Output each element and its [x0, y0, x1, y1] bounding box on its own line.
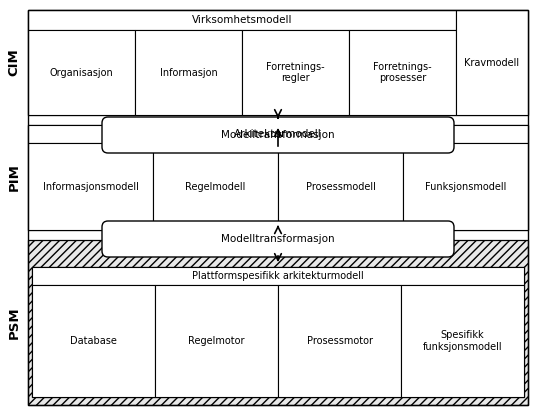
Text: Prosessmotor: Prosessmotor: [306, 336, 373, 346]
Bar: [278, 143, 403, 230]
Bar: [28, 10, 528, 115]
Text: CIM: CIM: [8, 49, 20, 76]
Bar: [278, 285, 401, 397]
Text: Arkitekturmodell: Arkitekturmodell: [234, 129, 322, 139]
Text: Prosessmodell: Prosessmodell: [306, 181, 375, 191]
Text: Organisasjon: Organisasjon: [50, 68, 113, 78]
Bar: [28, 240, 528, 405]
FancyBboxPatch shape: [102, 221, 454, 257]
Bar: [32, 267, 524, 285]
Text: Forretnings-
regler: Forretnings- regler: [266, 62, 325, 83]
Text: Modelltransformasjon: Modelltransformasjon: [221, 234, 335, 244]
Text: PSM: PSM: [8, 306, 20, 339]
Bar: [153, 143, 278, 230]
Bar: [456, 10, 528, 115]
Text: Plattformspesifikk arkitekturmodell: Plattformspesifikk arkitekturmodell: [192, 271, 364, 281]
Bar: [401, 285, 524, 397]
Bar: [155, 285, 278, 397]
Bar: [28, 10, 456, 30]
Bar: [32, 285, 155, 397]
Text: Funksjonsmodell: Funksjonsmodell: [425, 181, 506, 191]
Bar: [403, 143, 528, 230]
Text: Spesifikk
funksjonsmodell: Spesifikk funksjonsmodell: [423, 330, 503, 352]
Text: Regelmodell: Regelmodell: [185, 181, 246, 191]
Text: Informasjonsmodell: Informasjonsmodell: [43, 181, 139, 191]
Bar: [28, 30, 135, 115]
FancyBboxPatch shape: [102, 117, 454, 153]
Bar: [135, 30, 242, 115]
Text: Kravmodell: Kravmodell: [465, 58, 520, 68]
Bar: [28, 125, 528, 143]
Bar: [28, 125, 528, 230]
Bar: [28, 143, 153, 230]
Text: Forretnings-
prosesser: Forretnings- prosesser: [373, 62, 432, 83]
Text: Virksomhetsmodell: Virksomhetsmodell: [192, 15, 292, 25]
Text: Informasjon: Informasjon: [159, 68, 218, 78]
Bar: [32, 267, 524, 397]
Text: Regelmotor: Regelmotor: [189, 336, 245, 346]
Text: Modelltransformasjon: Modelltransformasjon: [221, 130, 335, 140]
Text: Database: Database: [70, 336, 117, 346]
Bar: [242, 30, 349, 115]
Bar: [349, 30, 456, 115]
Text: PIM: PIM: [8, 164, 20, 191]
